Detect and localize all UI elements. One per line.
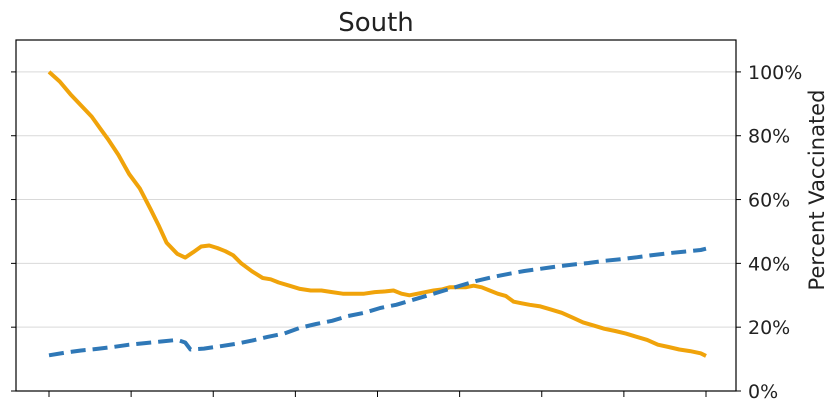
gridlines xyxy=(16,71,736,328)
right-axis-tick-label: 100% xyxy=(748,62,802,84)
right-axis-tick-label: 0% xyxy=(748,381,778,401)
plot-frame xyxy=(15,39,737,392)
right-axis-tick-label: 80% xyxy=(748,126,790,148)
chart-title: South xyxy=(338,8,414,38)
left-axis-ticks xyxy=(11,71,16,392)
right-axis-tick-label: 20% xyxy=(748,317,790,339)
series-line-solid xyxy=(47,70,707,358)
right-axis: 0% 20% 40% 60% 80% 100% xyxy=(736,62,802,403)
right-axis-label: Percent Vaccinated xyxy=(805,90,829,291)
x-axis-ticks xyxy=(48,391,707,397)
series-lines xyxy=(47,70,707,358)
series-line-dashed xyxy=(48,246,707,358)
right-axis-tick-label: 60% xyxy=(748,190,790,212)
right-axis-tick-label: 40% xyxy=(748,253,790,275)
